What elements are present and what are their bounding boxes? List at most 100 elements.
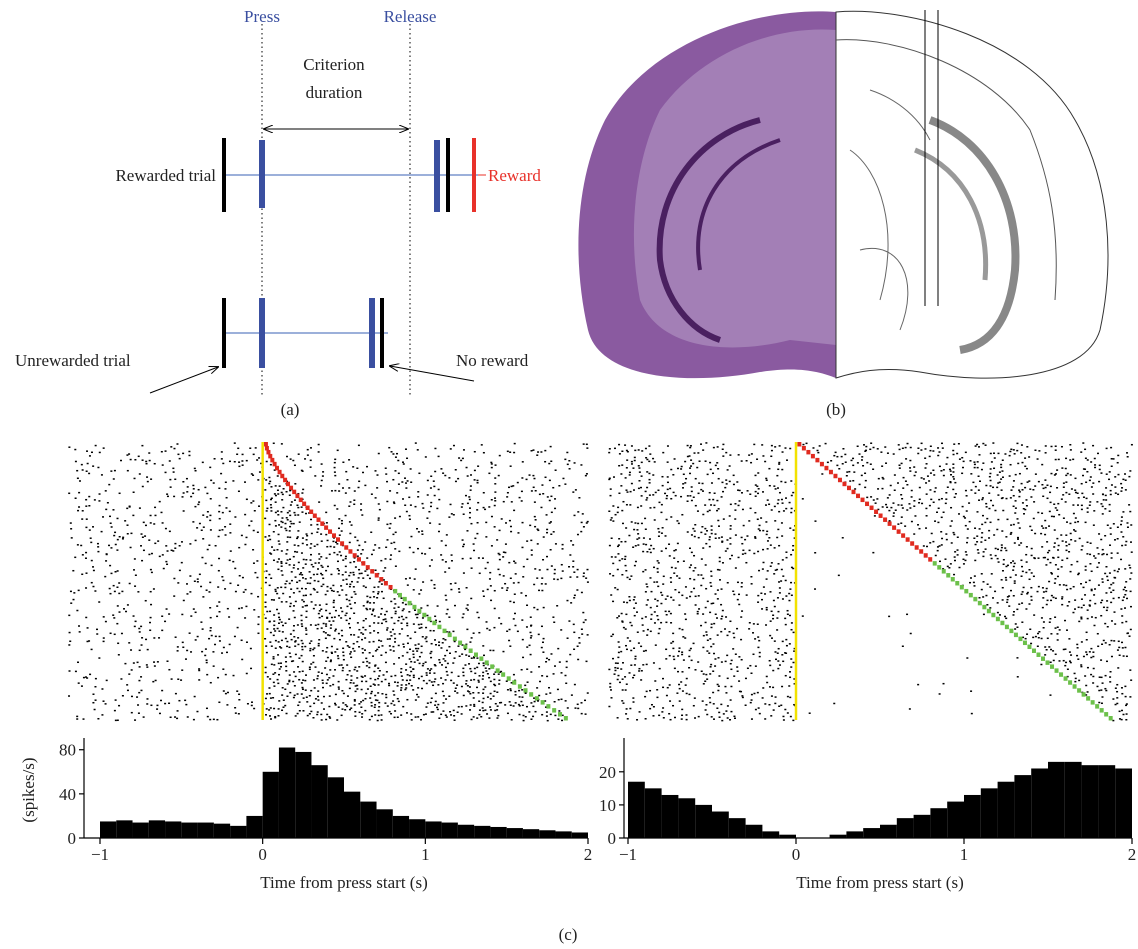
raster-spike: [153, 637, 155, 639]
raster-spike: [625, 628, 627, 630]
raster-spike: [409, 675, 411, 677]
raster-spike: [1020, 452, 1022, 454]
raster-spike: [768, 704, 770, 706]
raster-spike: [287, 559, 289, 561]
raster-spike: [566, 661, 568, 663]
raster-spike: [1002, 570, 1004, 572]
raster-spike: [114, 634, 116, 636]
release-marker: [458, 641, 462, 645]
raster-spike: [587, 581, 589, 583]
raster-spike: [318, 645, 320, 647]
raster-spike: [561, 564, 563, 566]
raster-spike: [489, 578, 491, 580]
raster-spike: [86, 677, 88, 679]
raster-spike: [910, 633, 912, 635]
raster-spike: [101, 474, 103, 476]
raster-spike: [989, 473, 991, 475]
raster-spike: [1062, 540, 1064, 542]
raster-spike: [298, 679, 300, 681]
raster-spike: [721, 496, 723, 498]
raster-spike: [302, 661, 304, 663]
raster-spike: [273, 656, 275, 658]
raster-spike: [1121, 615, 1123, 617]
raster-spike: [754, 537, 756, 539]
raster-spike: [105, 560, 107, 562]
raster-spike: [529, 632, 531, 634]
raster-spike: [617, 717, 619, 719]
release-marker: [512, 680, 516, 684]
raster-spike: [672, 633, 674, 635]
raster-spike: [426, 672, 428, 674]
histogram-bar: [555, 831, 571, 838]
raster-spike: [339, 534, 341, 536]
raster-spike: [289, 674, 291, 676]
raster-spike: [454, 605, 456, 607]
raster-spike: [902, 487, 904, 489]
raster-spike: [1085, 566, 1087, 568]
raster-spike: [341, 523, 343, 525]
raster-spike: [478, 663, 480, 665]
raster-spike: [361, 639, 363, 641]
release-marker: [883, 517, 887, 521]
raster-spike: [268, 535, 270, 537]
raster-spike: [702, 483, 704, 485]
raster-spike: [112, 509, 114, 511]
raster-spike: [695, 505, 697, 507]
raster-spike: [295, 654, 297, 656]
raster-spike: [488, 506, 490, 508]
raster-spike: [629, 474, 631, 476]
raster-spike: [636, 719, 638, 721]
raster-spike: [400, 672, 402, 674]
raster-spike: [277, 489, 279, 491]
raster-spike: [238, 608, 240, 610]
raster-spike: [412, 668, 414, 670]
raster-spike: [718, 712, 720, 714]
raster-spike: [310, 711, 312, 713]
raster-spike: [1121, 516, 1123, 518]
raster-spike: [714, 658, 716, 660]
raster-spike: [1000, 467, 1002, 469]
raster-spike: [650, 607, 652, 609]
raster-spike: [913, 505, 915, 507]
raster-spike: [467, 503, 469, 505]
raster-spike: [89, 674, 91, 676]
raster-spike: [1113, 640, 1115, 642]
raster-spike: [1054, 616, 1056, 618]
raster-spike: [334, 669, 336, 671]
raster-spike: [301, 693, 303, 695]
raster-spike: [125, 611, 127, 613]
raster-spike: [509, 701, 511, 703]
raster-spike: [358, 577, 360, 579]
raster-spike: [1038, 637, 1040, 639]
raster-spike: [496, 691, 498, 693]
raster-spike: [186, 583, 188, 585]
raster-spike: [266, 652, 268, 654]
raster-spike: [346, 606, 348, 608]
raster-spike: [737, 670, 739, 672]
raster-spike: [1045, 591, 1047, 593]
raster-spike: [513, 674, 515, 676]
raster-spike: [1020, 560, 1022, 562]
raster-spike: [371, 702, 373, 704]
raster-spike: [128, 642, 130, 644]
raster-spike: [941, 538, 943, 540]
raster-spike: [612, 505, 614, 507]
raster-spike: [1122, 714, 1124, 716]
raster-spike: [738, 680, 740, 682]
raster-spike: [103, 616, 105, 618]
raster-spike: [325, 534, 327, 536]
raster-spike: [496, 539, 498, 541]
raster-spike: [1026, 633, 1028, 635]
raster-spike: [515, 694, 517, 696]
raster-spike: [337, 568, 339, 570]
raster-spike: [138, 456, 140, 458]
raster-spike: [902, 507, 904, 509]
x-tick-label: 0: [792, 845, 801, 864]
raster-spike: [142, 486, 144, 488]
raster-spike: [697, 574, 699, 576]
raster-spike: [373, 671, 375, 673]
raster-spike: [345, 679, 347, 681]
raster-spike: [438, 659, 440, 661]
raster-spike: [534, 501, 536, 503]
raster-spike: [1010, 533, 1012, 535]
